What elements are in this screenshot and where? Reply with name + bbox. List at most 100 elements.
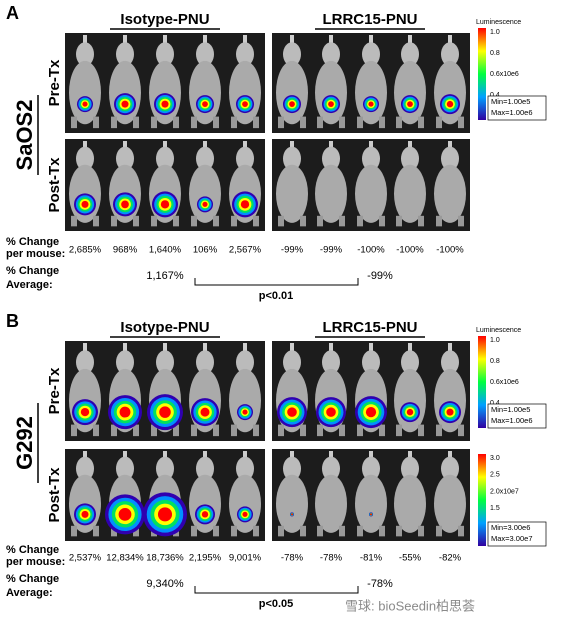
- mouse-body: [355, 474, 387, 533]
- mouse-leg: [231, 215, 237, 227]
- mouse-body: [315, 474, 347, 533]
- group-title: LRRC15-PNU: [322, 11, 417, 28]
- significance-bracket: [194, 278, 359, 286]
- mouse-tail: [163, 35, 167, 45]
- change-label: % Change: [6, 544, 59, 556]
- mouse-tail: [408, 35, 412, 45]
- change-value: -100%: [396, 245, 424, 256]
- mouse-tail: [408, 343, 412, 353]
- row-label: Post-Tx: [46, 467, 63, 523]
- mouse-head: [236, 42, 254, 67]
- change-value: -100%: [436, 245, 464, 256]
- mouse-leg: [357, 116, 363, 129]
- colorbar-min: Min=3.00e6: [491, 523, 530, 532]
- mouse-head: [196, 350, 214, 375]
- mouse-leg: [300, 424, 306, 437]
- mouse-leg: [253, 215, 259, 227]
- mouse-head: [236, 456, 254, 481]
- mouse-head: [196, 42, 214, 67]
- mouse-head: [401, 456, 419, 481]
- mouse-head: [401, 350, 419, 375]
- mouse-body: [355, 164, 387, 223]
- mouse-tail: [123, 451, 127, 461]
- colorbar-min: Min=1.00e5: [491, 405, 530, 414]
- change-value: 12,834%: [106, 553, 144, 564]
- mouse-leg: [418, 116, 424, 129]
- mouse-leg: [191, 424, 197, 437]
- mouse-leg: [396, 424, 402, 437]
- mouse-tail: [290, 141, 294, 151]
- row-label: Pre-Tx: [46, 59, 63, 106]
- colorbar-tick-label: 0.4: [490, 400, 500, 407]
- mouse-leg: [93, 116, 99, 129]
- luminescence-signal: [200, 407, 210, 417]
- mouse-body: [189, 60, 221, 125]
- mouse-leg: [317, 525, 323, 537]
- cell-line-label: SaOS2: [12, 100, 37, 171]
- mouse-tail: [203, 35, 207, 45]
- average-value: 9,340%: [146, 578, 184, 590]
- mouse-leg: [71, 525, 77, 537]
- change-value: -55%: [399, 553, 422, 564]
- mouse-leg: [253, 525, 259, 537]
- change-value: -78%: [320, 553, 343, 564]
- colorbar-max: Max=1.00e6: [491, 108, 533, 117]
- mouse-leg: [418, 424, 424, 437]
- luminescence-signal: [160, 200, 170, 209]
- mouse-head: [322, 456, 340, 481]
- luminescence-signal: [287, 407, 297, 417]
- mouse-tail: [203, 141, 207, 151]
- mouse-head: [283, 146, 301, 171]
- mouse-head: [401, 146, 419, 171]
- mouse-leg: [458, 525, 464, 537]
- mouse-leg: [173, 215, 179, 227]
- mouse-leg: [436, 116, 442, 129]
- mouse-tail: [329, 35, 333, 45]
- group-title: Isotype-PNU: [120, 11, 209, 28]
- mouse-leg: [396, 215, 402, 227]
- luminescence-signal: [365, 407, 377, 418]
- mouse-body: [315, 60, 347, 125]
- mouse-leg: [396, 525, 402, 537]
- colorbar-tick-label: 3.0: [490, 455, 500, 462]
- colorbar: [478, 454, 486, 546]
- mouse-tail: [163, 141, 167, 151]
- colorbar-tick-label: 0.8: [490, 358, 500, 365]
- luminescence-signal: [157, 507, 173, 522]
- mouse-tail: [369, 451, 373, 461]
- luminescence-signal: [81, 200, 89, 208]
- mouse-head: [362, 42, 380, 67]
- mouse-tail: [408, 451, 412, 461]
- average-label: % Change: [6, 265, 59, 277]
- mouse-tail: [163, 343, 167, 353]
- luminescence-signal: [242, 409, 248, 415]
- row-label: Post-Tx: [46, 157, 63, 213]
- mouse-tail: [448, 35, 452, 45]
- change-value: 18,736%: [146, 553, 184, 564]
- mouse-leg: [458, 116, 464, 129]
- mouse-head: [441, 350, 459, 375]
- mouse-body: [229, 368, 261, 433]
- mouse-leg: [213, 116, 219, 129]
- mouse-tail: [329, 141, 333, 151]
- mouse-tail: [123, 343, 127, 353]
- mouse-tail: [408, 141, 412, 151]
- mouse-head: [322, 42, 340, 67]
- mouse-leg: [71, 116, 77, 129]
- panel-label: A: [6, 3, 19, 23]
- mouse-head: [322, 146, 340, 171]
- mouse-head: [362, 146, 380, 171]
- mouse-leg: [278, 116, 284, 129]
- mouse-head: [156, 350, 174, 375]
- luminescence-signal: [161, 100, 169, 108]
- group-title: LRRC15-PNU: [322, 319, 417, 336]
- mouse-body: [229, 474, 261, 533]
- luminescence-signal: [291, 513, 293, 516]
- p-value: p<0.05: [259, 598, 294, 610]
- mouse-tail: [329, 451, 333, 461]
- average-label: % Change: [6, 573, 59, 585]
- average-label: Average:: [6, 279, 53, 291]
- mouse-leg: [151, 424, 157, 437]
- luminescence-signal: [240, 200, 250, 209]
- mouse-body: [276, 164, 308, 223]
